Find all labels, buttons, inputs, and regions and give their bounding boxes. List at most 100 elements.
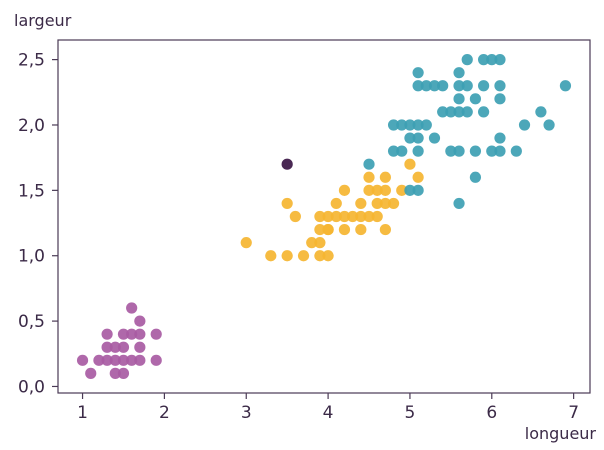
data-point bbox=[469, 145, 482, 157]
data-point bbox=[355, 210, 367, 223]
data-point bbox=[404, 158, 416, 170]
data-point bbox=[117, 367, 130, 379]
data-point bbox=[445, 106, 457, 118]
data-point bbox=[363, 210, 375, 223]
data-point bbox=[347, 210, 359, 223]
data-point bbox=[387, 119, 400, 131]
data-point bbox=[371, 184, 383, 196]
data-point bbox=[535, 106, 547, 118]
data-point bbox=[117, 341, 130, 353]
data-point bbox=[543, 119, 555, 131]
data-point bbox=[134, 315, 146, 327]
data-point bbox=[494, 80, 506, 92]
data-point bbox=[412, 145, 424, 157]
data-point bbox=[314, 210, 326, 223]
x-tick-label: 3 bbox=[241, 403, 252, 423]
data-point bbox=[494, 132, 506, 144]
data-point bbox=[109, 341, 121, 353]
data-point bbox=[420, 80, 432, 92]
data-point bbox=[486, 145, 498, 157]
data-point bbox=[461, 54, 473, 66]
data-point bbox=[453, 106, 465, 118]
data-point bbox=[412, 132, 424, 144]
y-tick-label: 0,0 bbox=[18, 377, 45, 397]
data-point bbox=[101, 328, 113, 340]
data-point bbox=[306, 237, 318, 249]
x-tick-label: 1 bbox=[77, 403, 88, 423]
data-point bbox=[494, 54, 506, 66]
data-point bbox=[379, 171, 391, 183]
data-point bbox=[117, 354, 130, 366]
data-point bbox=[420, 119, 432, 131]
data-point bbox=[322, 223, 334, 236]
data-point bbox=[371, 197, 383, 210]
data-point bbox=[363, 158, 375, 170]
data-point bbox=[494, 93, 506, 105]
data-point bbox=[559, 80, 572, 92]
data-point bbox=[412, 119, 424, 131]
data-point bbox=[314, 250, 326, 262]
data-point bbox=[134, 328, 146, 340]
data-point bbox=[109, 367, 121, 379]
data-point bbox=[76, 354, 89, 366]
data-point bbox=[126, 302, 138, 314]
data-point bbox=[363, 184, 375, 196]
data-point bbox=[396, 145, 408, 157]
data-point bbox=[461, 106, 473, 118]
data-point bbox=[379, 184, 391, 196]
data-point bbox=[404, 119, 416, 131]
data-point bbox=[338, 210, 351, 223]
data-point bbox=[453, 145, 465, 157]
data-point bbox=[150, 354, 162, 366]
data-point bbox=[461, 80, 473, 92]
data-point bbox=[297, 250, 310, 262]
y-tick-label: 0,5 bbox=[18, 312, 45, 332]
data-point bbox=[478, 80, 490, 92]
data-point bbox=[379, 223, 391, 236]
data-point bbox=[117, 328, 130, 340]
y-tick-label: 2,5 bbox=[18, 51, 45, 71]
data-point bbox=[404, 132, 416, 144]
data-point bbox=[469, 93, 482, 105]
data-point bbox=[322, 250, 334, 262]
y-tick-label: 2,0 bbox=[18, 116, 45, 136]
data-point bbox=[494, 145, 506, 157]
data-point bbox=[355, 197, 367, 210]
x-tick-label: 5 bbox=[405, 403, 416, 423]
y-tick-label: 1,0 bbox=[18, 247, 45, 267]
data-point bbox=[445, 145, 457, 157]
data-point bbox=[510, 145, 522, 157]
data-point bbox=[134, 354, 146, 366]
data-point bbox=[428, 132, 441, 144]
x-tick-label: 2 bbox=[159, 403, 170, 423]
data-point bbox=[404, 184, 416, 196]
data-point bbox=[387, 145, 400, 157]
y-tick-label: 1,5 bbox=[18, 181, 45, 201]
data-point bbox=[101, 354, 113, 366]
data-point bbox=[453, 80, 465, 92]
data-point bbox=[428, 80, 441, 92]
data-point bbox=[453, 93, 465, 105]
data-point bbox=[109, 354, 121, 366]
data-point bbox=[371, 210, 383, 223]
data-point bbox=[478, 106, 490, 118]
data-point bbox=[412, 80, 424, 92]
data-point bbox=[240, 237, 252, 249]
x-axis-label: longueur bbox=[525, 424, 597, 443]
data-point bbox=[486, 54, 498, 66]
data-point bbox=[379, 197, 391, 210]
data-point bbox=[338, 184, 351, 196]
data-point bbox=[150, 328, 162, 340]
data-point bbox=[437, 80, 449, 92]
data-point bbox=[453, 197, 465, 210]
x-tick-label: 4 bbox=[323, 403, 334, 423]
data-point bbox=[93, 354, 105, 366]
data-point bbox=[314, 223, 326, 236]
data-point bbox=[322, 210, 334, 223]
x-tick-label: 6 bbox=[486, 403, 497, 423]
data-point bbox=[134, 341, 146, 353]
data-point bbox=[281, 158, 293, 170]
data-point bbox=[396, 119, 408, 131]
data-point bbox=[314, 237, 326, 249]
